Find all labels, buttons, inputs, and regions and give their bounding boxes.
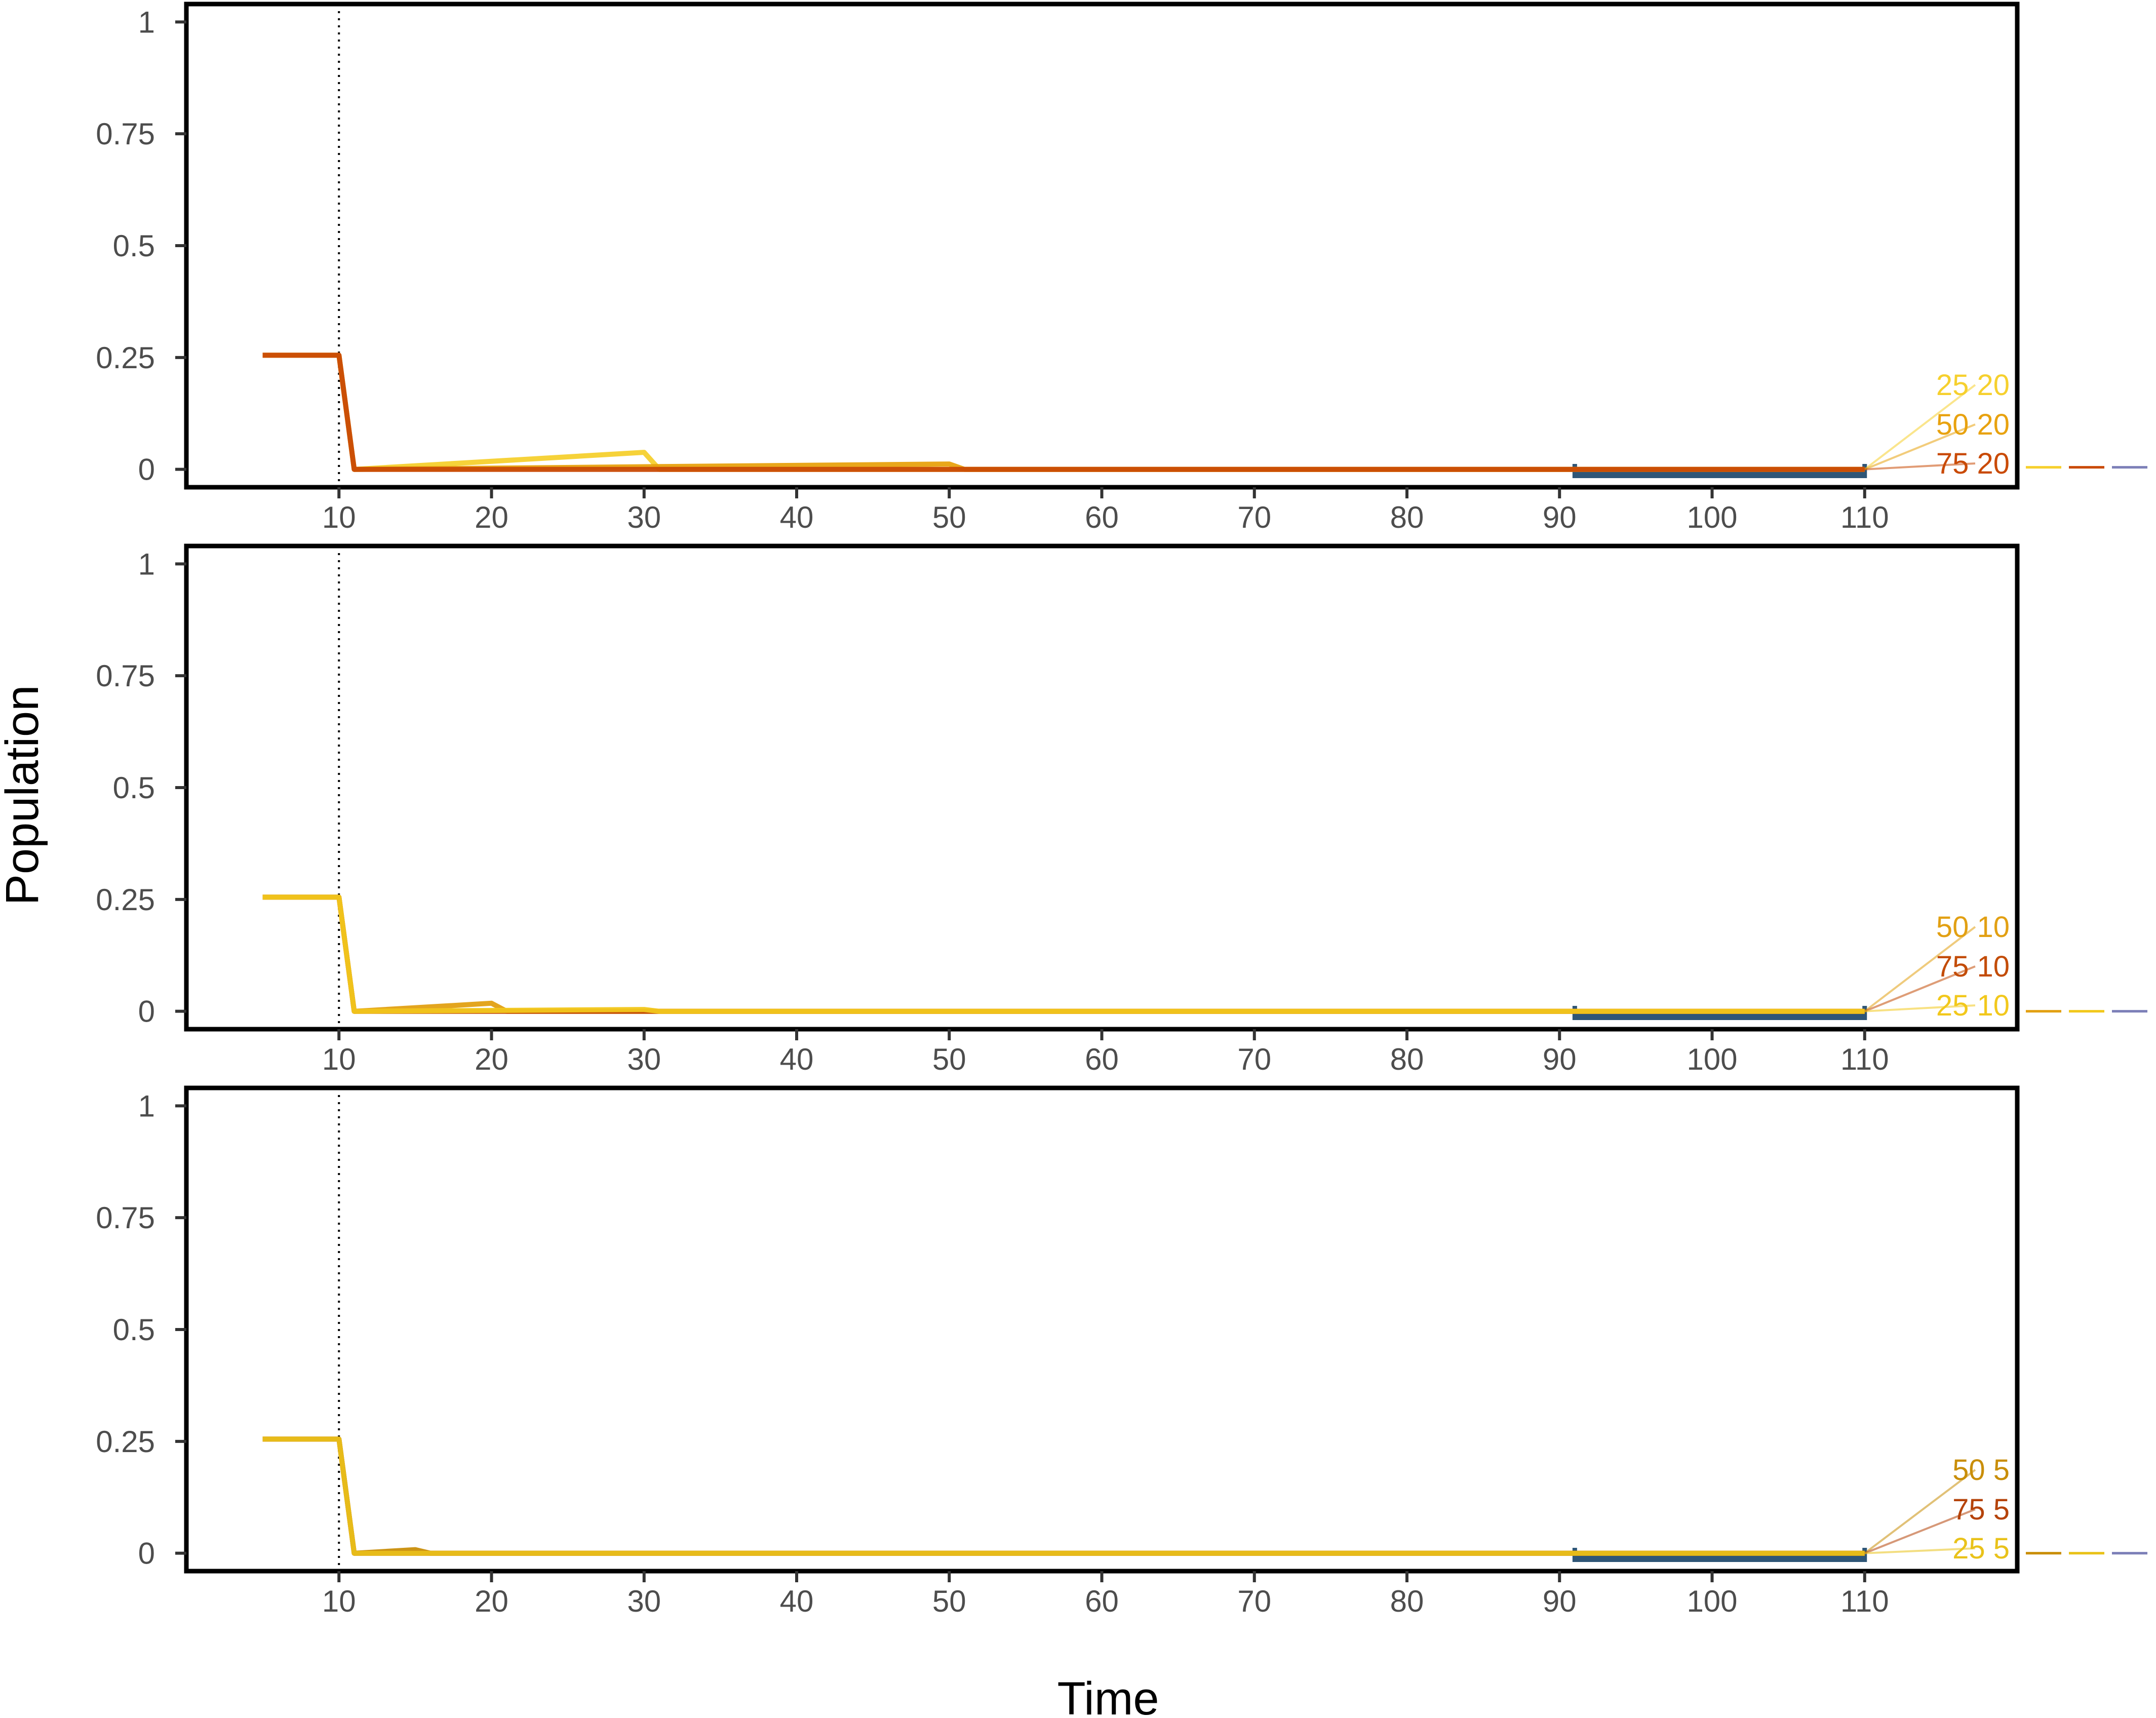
label-leader-line <box>1864 423 1976 471</box>
series-line <box>262 1436 1865 1556</box>
series-label: 25 20 <box>1936 369 2010 402</box>
x-tick-label: 110 <box>1840 500 1889 534</box>
x-tick-label: 50 <box>932 1042 966 1076</box>
label-leader-line <box>1864 926 1976 1012</box>
x-tick-label: 70 <box>1237 1042 1271 1076</box>
x-tick-label: 80 <box>1390 500 1424 534</box>
y-tick-label: 0 <box>138 1537 155 1571</box>
series-line <box>262 1436 1865 1556</box>
label-leader-line <box>1864 965 1976 1012</box>
x-tick-label: 100 <box>1687 500 1737 534</box>
x-tick-label: 70 <box>1237 500 1271 534</box>
y-tick-label: 0.75 <box>96 1201 155 1235</box>
x-tick-label: 60 <box>1085 500 1119 534</box>
series-line <box>262 894 1865 1014</box>
series-label: 50 20 <box>1936 408 2010 441</box>
series-line <box>262 353 1865 472</box>
series-line <box>262 353 1865 472</box>
label-leader-line <box>1864 384 1976 471</box>
y-tick-label: 0.5 <box>113 229 155 263</box>
y-tick-label: 0 <box>138 453 155 487</box>
x-tick-label: 40 <box>780 1584 814 1618</box>
label-leader-line <box>1864 1508 1976 1554</box>
x-tick-label: 30 <box>627 1584 661 1618</box>
x-tick-label: 10 <box>322 1042 356 1076</box>
y-tick-label: 0.75 <box>96 117 155 151</box>
x-tick-label: 30 <box>627 500 661 534</box>
label-leader-line <box>1864 1004 1976 1012</box>
series-label: 25 10 <box>1936 989 2010 1022</box>
x-tick-label: 80 <box>1390 1584 1424 1618</box>
x-tick-label: 10 <box>322 500 356 534</box>
x-tick-label: 90 <box>1543 1584 1577 1618</box>
y-tick-label: 0.25 <box>96 883 155 917</box>
y-tick-label: 1 <box>138 5 155 39</box>
label-leader-line <box>1864 1547 1976 1554</box>
x-tick-label: 110 <box>1840 1584 1889 1618</box>
x-tick-label: 40 <box>780 1042 814 1076</box>
x-tick-label: 90 <box>1543 500 1577 534</box>
x-tick-label: 80 <box>1390 1042 1424 1076</box>
panel-frame <box>184 2 2020 490</box>
series-line <box>262 353 1865 472</box>
y-tick-label: 0 <box>138 995 155 1029</box>
x-tick-label: 70 <box>1237 1584 1271 1618</box>
x-tick-label: 20 <box>475 1042 508 1076</box>
x-tick-label: 30 <box>627 1042 661 1076</box>
y-tick-label: 0.25 <box>96 1425 155 1459</box>
y-tick-label: 1 <box>138 1089 155 1123</box>
series-label: 50 5 <box>1952 1454 2010 1487</box>
x-axis-title: Time <box>1057 1673 1159 1718</box>
series-line <box>262 894 1865 1014</box>
x-tick-label: 90 <box>1543 1042 1577 1076</box>
series-label: 75 10 <box>1936 950 2010 983</box>
series-label: 25 5 <box>1952 1532 2010 1565</box>
panel-frame <box>184 1085 2020 1574</box>
x-tick-label: 20 <box>475 1584 508 1618</box>
x-tick-label: 110 <box>1840 1042 1889 1076</box>
x-tick-label: 50 <box>932 500 966 534</box>
y-axis-title: Population <box>0 685 48 906</box>
x-tick-label: 60 <box>1085 1584 1119 1618</box>
x-tick-label: 20 <box>475 500 508 534</box>
y-tick-label: 0.5 <box>113 1313 155 1347</box>
series-label: 50 10 <box>1936 911 2010 944</box>
series-label: 75 20 <box>1936 447 2010 480</box>
y-tick-label: 0.25 <box>96 341 155 375</box>
panel-frame <box>184 543 2020 1032</box>
y-tick-label: 0.5 <box>113 771 155 805</box>
y-tick-label: 0.75 <box>96 659 155 693</box>
x-tick-label: 50 <box>932 1584 966 1618</box>
series-line <box>262 894 1865 1014</box>
y-tick-label: 1 <box>138 547 155 581</box>
series-line <box>262 1436 1865 1556</box>
x-tick-label: 60 <box>1085 1042 1119 1076</box>
label-leader-line <box>1864 462 1976 471</box>
series-label: 75 5 <box>1952 1493 2010 1526</box>
x-tick-label: 100 <box>1687 1584 1737 1618</box>
label-leader-line <box>1864 1469 1976 1554</box>
x-tick-label: 40 <box>780 500 814 534</box>
x-tick-label: 10 <box>322 1584 356 1618</box>
x-tick-label: 100 <box>1687 1042 1737 1076</box>
